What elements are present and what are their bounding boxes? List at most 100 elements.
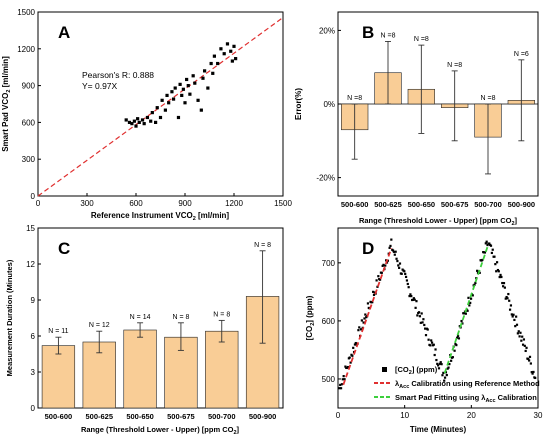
d-data-point	[415, 300, 418, 303]
a-data-point	[196, 98, 200, 102]
d-data-point	[490, 251, 493, 255]
d-data-point	[444, 371, 448, 374]
b-category-label: 500-600	[341, 200, 369, 209]
d-data-point	[410, 294, 413, 298]
d-data-point	[372, 290, 375, 293]
c-y-tick-label: 6	[31, 332, 36, 341]
d-data-point	[486, 243, 489, 247]
panel-d-legend: [CO2] (ppm) λAcc Calibration using Refer…	[374, 365, 540, 404]
d-data-point	[491, 248, 494, 251]
a-data-point	[149, 119, 153, 123]
d-data-point	[519, 331, 522, 334]
d-data-point	[528, 359, 531, 362]
panel-c-frame	[37, 227, 284, 409]
d-data-point	[513, 318, 516, 322]
d-data-point	[342, 375, 345, 378]
d-data-point	[473, 283, 476, 286]
a-data-point	[181, 87, 185, 91]
a-data-point	[183, 101, 187, 105]
d-data-point	[375, 279, 378, 282]
a-data-point	[165, 93, 169, 98]
d-data-point	[388, 246, 391, 249]
c-category-label: 500-900	[249, 412, 277, 421]
a-data-point	[140, 118, 145, 122]
d-data-point	[359, 328, 363, 331]
d-data-point	[504, 297, 507, 300]
d-data-point	[484, 242, 487, 245]
d-data-point	[434, 348, 437, 351]
d-data-point	[363, 317, 366, 320]
a-x-tick-label: 900	[178, 199, 192, 208]
a-x-tick-label: 600	[129, 199, 143, 208]
a-data-point	[178, 82, 182, 86]
d-data-point	[503, 286, 506, 289]
d-data-point	[485, 240, 488, 243]
panel-c-letter: C	[58, 239, 70, 258]
d-data-point	[420, 312, 423, 315]
d-data-point	[397, 264, 400, 267]
d-data-point	[439, 361, 442, 364]
d-data-point	[530, 371, 533, 374]
c-category-label: 500-625	[85, 412, 113, 421]
d-data-point	[423, 323, 426, 327]
d-data-point	[466, 309, 469, 312]
d-data-point	[404, 275, 408, 279]
a-data-point	[155, 106, 159, 110]
a-data-point	[127, 120, 132, 124]
d-data-point	[508, 299, 511, 302]
d-data-point	[354, 341, 357, 345]
d-data-point	[429, 344, 432, 347]
c-n-label: N = 11	[48, 328, 68, 335]
b-n-label: N =8	[481, 95, 496, 102]
d-data-point	[436, 362, 439, 365]
d-data-point	[448, 362, 451, 366]
d-data-point	[469, 297, 473, 300]
d-data-point	[499, 273, 502, 277]
d-data-point	[364, 313, 367, 316]
a-data-point	[137, 120, 141, 124]
b-n-label: N =6	[514, 51, 529, 58]
c-y-tick-label: 0	[31, 404, 36, 413]
d-data-point	[344, 365, 347, 368]
panel-b: B -20% 0% 20% N =8 500-600 N =8 500-625 N =8 500…	[294, 11, 539, 227]
d-data-point	[456, 336, 459, 339]
d-data-point	[488, 242, 491, 245]
d-data-point	[426, 328, 429, 331]
d-data-point	[510, 313, 513, 316]
d-data-point	[430, 341, 434, 344]
d-data-point	[450, 359, 453, 362]
d-data-point	[384, 264, 387, 267]
d-data-point	[505, 295, 508, 299]
d-fit-line	[443, 245, 489, 374]
d-data-point	[366, 302, 370, 305]
c-y-tick-label: 9	[31, 296, 36, 305]
a-data-point	[145, 115, 150, 120]
d-data-point	[405, 279, 409, 282]
d-data-point	[338, 387, 341, 390]
d-data-point	[340, 383, 344, 386]
d-data-point	[516, 332, 519, 335]
c-n-label: N = 8	[172, 314, 189, 321]
b-category-label: 500-700	[474, 200, 502, 209]
d-data-point	[421, 321, 424, 324]
a-data-point	[124, 118, 128, 122]
d-data-point	[531, 372, 534, 375]
panel-d-x-axis-label: Time (Minutes)	[410, 425, 467, 434]
a-y-tick-label: 900	[22, 82, 36, 91]
c-y-tick-label: 3	[31, 368, 36, 377]
d-data-point	[476, 269, 479, 272]
d-data-point	[406, 282, 409, 286]
b-category-label: 500-675	[441, 200, 469, 209]
d-data-point	[400, 272, 403, 275]
a-data-point	[160, 98, 164, 102]
d-data-point	[346, 365, 350, 369]
a-data-point	[230, 59, 234, 63]
panel-c: C 0 3 6 9 12 15 N = 11 500-600 N = 12 500-625 N = …	[5, 224, 284, 436]
a-data-point	[232, 44, 236, 48]
d-data-point	[527, 357, 530, 361]
panel-d-y-axis-label: [CO2] (ppm)	[305, 295, 316, 340]
c-n-label: N = 14	[130, 314, 151, 321]
d-data-point	[424, 334, 428, 337]
a-y-tick-label: 600	[22, 118, 36, 127]
c-n-label: N = 12	[89, 322, 110, 329]
